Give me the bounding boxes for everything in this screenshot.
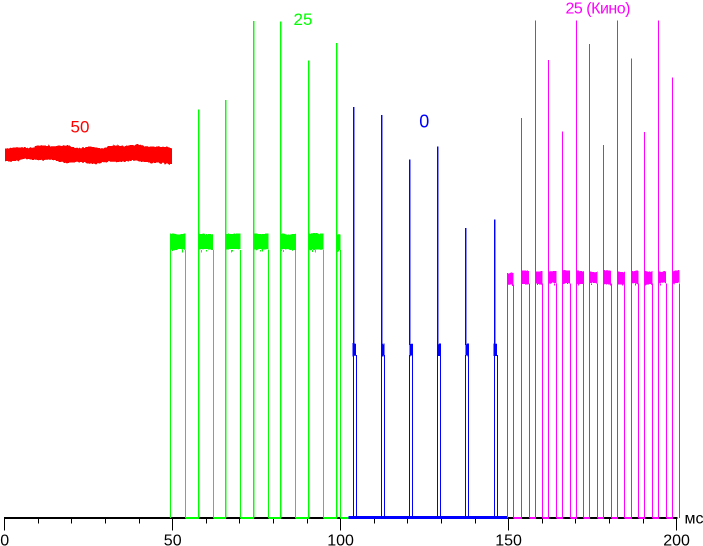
svg-text:25: 25 <box>294 10 313 29</box>
svg-text:150: 150 <box>495 533 522 546</box>
svg-text:0: 0 <box>419 112 429 132</box>
svg-text:50: 50 <box>164 533 182 546</box>
svg-text:50: 50 <box>71 117 90 136</box>
svg-text:100: 100 <box>327 533 354 546</box>
svg-text:25 (Кино): 25 (Кино) <box>566 0 631 17</box>
svg-text:0: 0 <box>0 533 9 546</box>
svg-text:мс: мс <box>685 511 703 528</box>
svg-text:200: 200 <box>663 533 690 546</box>
